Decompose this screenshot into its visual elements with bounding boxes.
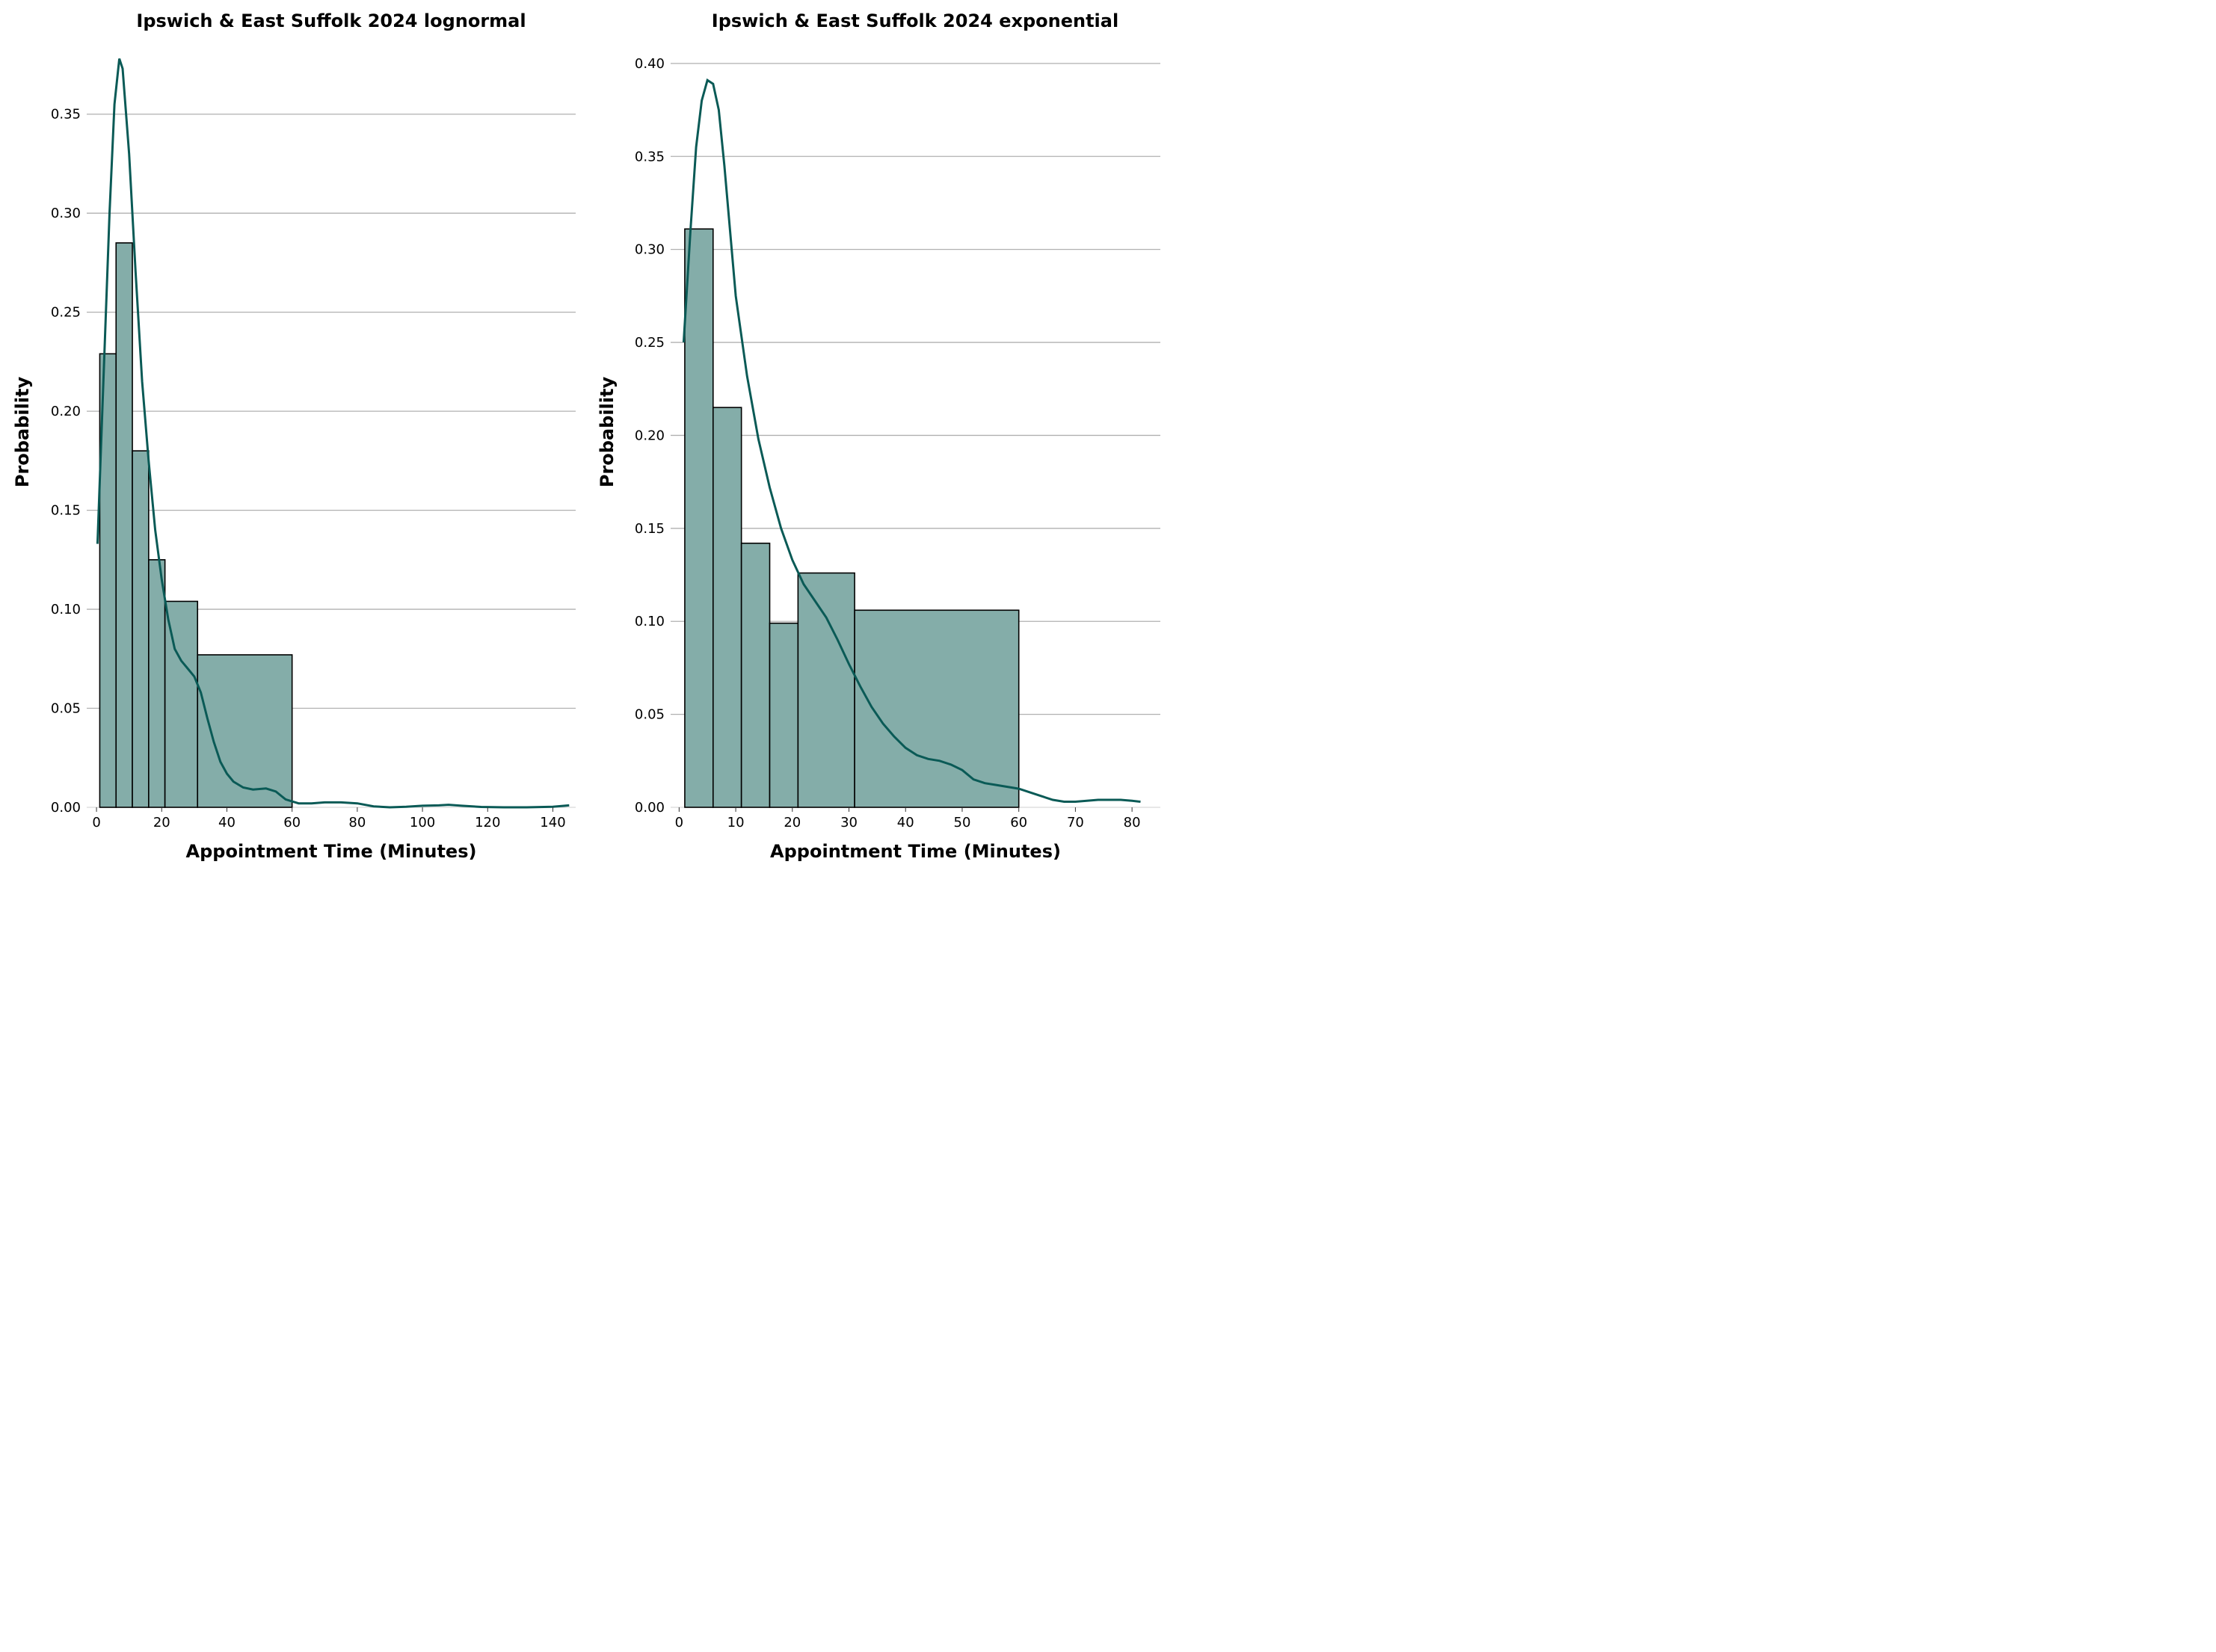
- y-tick-label: 0.15: [635, 521, 665, 537]
- y-tick-label: 0.30: [51, 206, 81, 221]
- x-tick-label: 120: [475, 815, 500, 830]
- histogram-bar: [164, 600, 199, 808]
- y-tick-label: 0.25: [635, 335, 665, 351]
- x-tick-label: 20: [784, 815, 801, 830]
- y-tick-label: 0.30: [635, 242, 665, 258]
- y-tick-label: 0.15: [51, 503, 81, 519]
- x-axis-label: Appointment Time (Minutes): [770, 841, 1061, 862]
- y-tick-label: 0.20: [635, 428, 665, 443]
- kde-line: [96, 58, 570, 809]
- y-tick-label: 0.10: [635, 614, 665, 629]
- histogram-bar: [197, 654, 293, 808]
- x-tick-label: 0: [92, 815, 100, 830]
- histogram-bar: [854, 609, 1020, 808]
- y-tick-label: 0.35: [51, 107, 81, 123]
- x-tick-label: 140: [540, 815, 565, 830]
- chart-title: Ipswich & East Suffolk 2024 lognormal: [136, 10, 526, 31]
- x-tick-label: 0: [675, 815, 683, 830]
- y-tick-label: 0.40: [635, 56, 665, 72]
- y-tick-label: 0.20: [51, 404, 81, 419]
- y-tick-label: 0.10: [51, 602, 81, 617]
- x-tick-label: 80: [348, 815, 366, 830]
- chart-panel-2: 0.00 0.05 0.10 0.15 0.20 0.25 0.30 0.35 0.40 0 10 2…: [597, 10, 1160, 862]
- y-axis-label: Probability: [597, 377, 618, 488]
- x-tick-label: 30: [840, 815, 858, 830]
- chart-figure: 0.00 0.05 0.10 0.15 0.20 0.25 0.30 0.35 0 20 40 60 8…: [0, 0, 1169, 872]
- y-tick-label: 0.00: [635, 800, 665, 816]
- histogram-bar: [797, 572, 855, 808]
- x-tick-label: 50: [954, 815, 971, 830]
- x-tick-label: 70: [1067, 815, 1084, 830]
- y-tick-label: 0.35: [635, 149, 665, 164]
- histogram-bar: [769, 622, 799, 808]
- y-tick-label: 0.05: [635, 707, 665, 723]
- histogram-bar: [148, 559, 166, 808]
- x-tick-label: 10: [727, 815, 745, 830]
- histogram-bar: [712, 407, 742, 808]
- histogram-bar: [684, 228, 714, 808]
- histogram-bar: [132, 450, 150, 808]
- y-tick-label: 0.25: [51, 305, 81, 321]
- chart-panel-1: 0.00 0.05 0.10 0.15 0.20 0.25 0.30 0.35 0 20 40 60 8…: [12, 10, 576, 862]
- x-tick-label: 60: [283, 815, 301, 830]
- histogram-bar: [115, 242, 133, 808]
- y-tick-label: 0.05: [51, 701, 81, 717]
- x-axis-label: Appointment Time (Minutes): [186, 841, 477, 862]
- kde-line: [682, 78, 1141, 803]
- x-tick-label: 100: [410, 815, 435, 830]
- x-tick-label: 40: [897, 815, 914, 830]
- x-tick-label: 60: [1010, 815, 1027, 830]
- histogram-bar: [740, 542, 771, 808]
- x-tick-label: 20: [153, 815, 170, 830]
- x-tick-label: 80: [1124, 815, 1141, 830]
- y-axis-label: Probability: [12, 377, 33, 488]
- y-tick-label: 0.00: [51, 800, 81, 816]
- chart-title: Ipswich & East Suffolk 2024 exponential: [712, 10, 1118, 31]
- x-tick-label: 40: [218, 815, 236, 830]
- chart-canvas: 0.00 0.05 0.10 0.15 0.20 0.25 0.30 0.35 0 20 40 60 8…: [12, 10, 1160, 862]
